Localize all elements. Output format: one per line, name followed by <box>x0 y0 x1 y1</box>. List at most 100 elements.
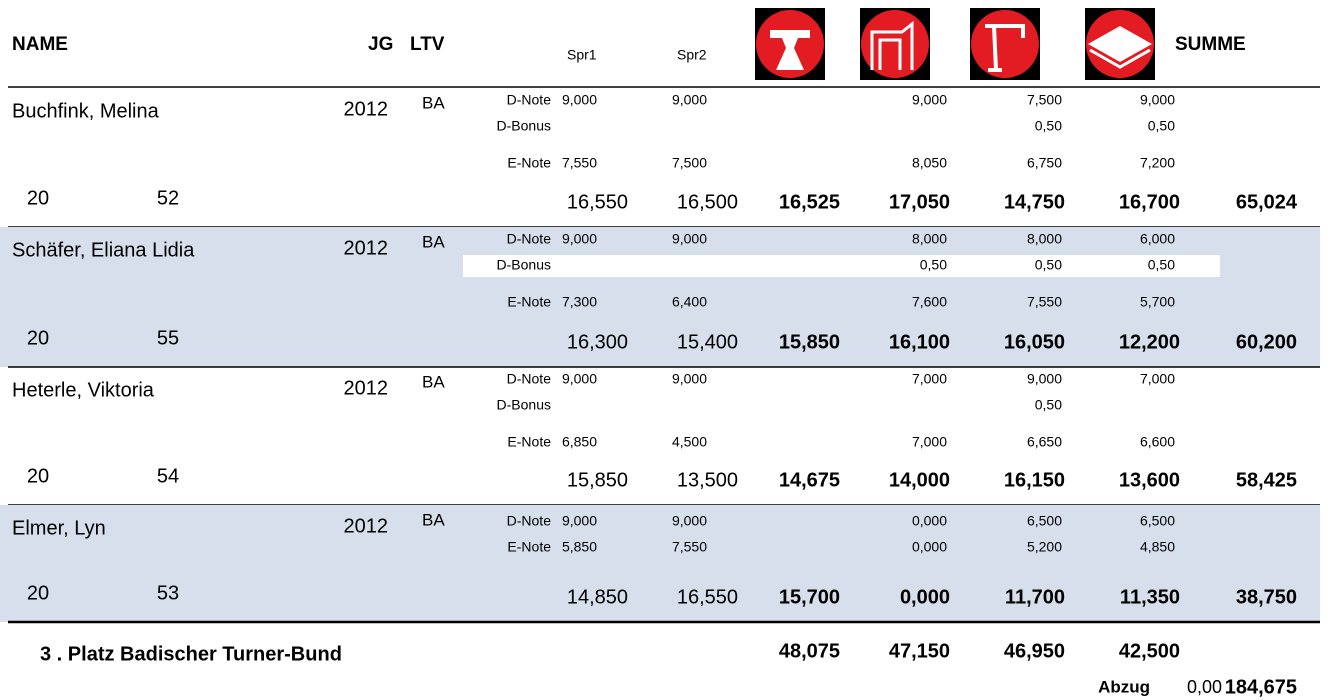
athlete-name: Schäfer, Eliana Lidia <box>12 239 195 261</box>
athlete-jg: 2012 <box>344 377 389 399</box>
note-value: 0,50 <box>1035 257 1062 273</box>
footer-place: 3 . Platz Badischer Turner-Bund <box>40 643 342 665</box>
note-value: 7,600 <box>912 294 947 310</box>
total: 0,000 <box>900 586 950 608</box>
note-label: E-Note <box>507 294 551 310</box>
footer-total: 48,075 <box>779 640 840 662</box>
note-value: 9,000 <box>672 513 707 529</box>
athlete-jg: 2012 <box>344 237 389 259</box>
note-label: D-Note <box>507 513 552 529</box>
footer-total: 47,150 <box>889 640 950 662</box>
num1: 20 <box>27 187 49 209</box>
note-label: D-Note <box>507 92 552 108</box>
note-value: 0,50 <box>1148 257 1175 273</box>
total: 38,750 <box>1236 586 1297 608</box>
note-value: 7,500 <box>672 155 707 171</box>
note-value: 6,600 <box>1140 434 1175 450</box>
note-value: 0,000 <box>912 539 947 555</box>
note-value: 9,000 <box>672 92 707 108</box>
note-value: 9,000 <box>562 371 597 387</box>
total: 16,525 <box>779 191 840 213</box>
total: 15,850 <box>567 469 628 491</box>
athlete-name: Elmer, Lyn <box>12 517 106 539</box>
note-label: D-Note <box>507 371 552 387</box>
total: 15,850 <box>779 331 840 353</box>
total: 15,700 <box>779 586 840 608</box>
apparatus-icons <box>755 8 1155 80</box>
total: 16,150 <box>1004 469 1065 491</box>
note-value: 0,000 <box>912 513 947 529</box>
note-value: 8,050 <box>912 155 947 171</box>
footer-total: 42,500 <box>1119 640 1180 662</box>
total: 15,400 <box>677 331 738 353</box>
total: 16,550 <box>567 191 628 213</box>
total: 16,100 <box>889 331 950 353</box>
total: 14,750 <box>1004 191 1065 213</box>
h-jg: JG <box>368 34 393 55</box>
total: 16,050 <box>1004 331 1065 353</box>
note-value: 6,500 <box>1027 513 1062 529</box>
footer-total: 46,950 <box>1004 640 1065 662</box>
num2: 55 <box>157 327 179 349</box>
total: 13,500 <box>677 469 738 491</box>
athlete-name: Heterle, Viktoria <box>12 379 155 401</box>
h-summe: SUMME <box>1175 34 1246 55</box>
row-highlight <box>463 255 1220 277</box>
note-value: 6,500 <box>1140 513 1175 529</box>
total: 14,675 <box>779 469 840 491</box>
h-name: NAME <box>12 34 68 55</box>
num1: 20 <box>27 582 49 604</box>
note-value: 9,000 <box>562 92 597 108</box>
athlete-ltv: BA <box>422 510 445 529</box>
note-label: D-Bonus <box>497 397 551 413</box>
total: 16,700 <box>1119 191 1180 213</box>
num1: 20 <box>27 465 49 487</box>
total: 60,200 <box>1236 331 1297 353</box>
note-value: 7,200 <box>1140 155 1175 171</box>
note-value: 5,700 <box>1140 294 1175 310</box>
total: 13,600 <box>1119 469 1180 491</box>
num2: 52 <box>157 187 179 209</box>
note-value: 9,000 <box>1027 371 1062 387</box>
total: 58,425 <box>1236 469 1297 491</box>
num1: 20 <box>27 327 49 349</box>
note-value: 0,50 <box>1035 118 1062 134</box>
row-shade <box>0 227 1320 367</box>
note-value: 7,550 <box>562 155 597 171</box>
note-value: 8,000 <box>912 231 947 247</box>
note-value: 6,400 <box>672 294 707 310</box>
note-value: 6,000 <box>1140 231 1175 247</box>
note-value: 7,500 <box>1027 92 1062 108</box>
num2: 54 <box>157 465 179 487</box>
note-value: 8,000 <box>1027 231 1062 247</box>
note-value: 9,000 <box>912 92 947 108</box>
note-label: D-Bonus <box>497 118 551 134</box>
note-value: 0,50 <box>1035 397 1062 413</box>
note-value: 0,50 <box>1148 118 1175 134</box>
total: 17,050 <box>889 191 950 213</box>
note-value: 6,850 <box>562 434 597 450</box>
total: 16,500 <box>677 191 738 213</box>
note-value: 7,000 <box>912 371 947 387</box>
total: 14,000 <box>889 469 950 491</box>
note-value: 4,850 <box>1140 539 1175 555</box>
abzug: 0,00 <box>1187 677 1222 697</box>
note-value: 6,650 <box>1027 434 1062 450</box>
athlete-jg: 2012 <box>344 515 389 537</box>
h-spr1: Spr1 <box>567 47 597 63</box>
h-ltv: LTV <box>410 34 445 55</box>
abzug-label: Abzug <box>1098 677 1150 696</box>
note-value: 9,000 <box>672 371 707 387</box>
total: 11,350 <box>1120 586 1180 608</box>
note-label: E-Note <box>507 539 551 555</box>
total: 16,550 <box>677 586 738 608</box>
note-value: 7,000 <box>1140 371 1175 387</box>
total: 16,300 <box>567 331 628 353</box>
note-value: 5,850 <box>562 539 597 555</box>
athlete-ltv: BA <box>422 372 445 391</box>
note-value: 7,550 <box>672 539 707 555</box>
grand-total: 184,675 <box>1225 676 1297 698</box>
total: 14,850 <box>567 586 628 608</box>
note-value: 7,550 <box>1027 294 1062 310</box>
